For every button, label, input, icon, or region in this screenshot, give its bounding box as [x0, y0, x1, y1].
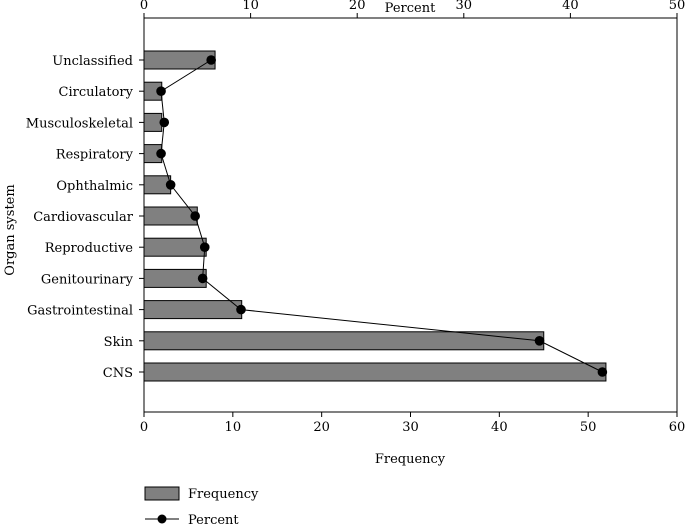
percent-point — [597, 367, 608, 377]
top-tick-label: 0 — [140, 0, 148, 13]
bottom-tick-label: 10 — [225, 420, 242, 435]
legend-percent-marker — [157, 514, 167, 524]
y-axis-title: Organ system — [3, 184, 18, 275]
category-axis: Unclassified Circulatory Musculoskeletal Re… — [26, 54, 144, 381]
bottom-tick-label: 50 — [580, 420, 597, 435]
category-label: Genitourinary — [41, 272, 134, 287]
percent-point — [156, 86, 166, 96]
frequency-bar — [143, 268, 207, 288]
frequency-bars — [143, 50, 607, 382]
bottom-tick-label: 40 — [491, 420, 508, 435]
category-label: Musculoskeletal — [26, 116, 133, 131]
frequency-bar — [143, 112, 163, 132]
legend: Frequency Percent — [144, 486, 259, 526]
category-label: Gastrointestinal — [27, 304, 133, 319]
percent-point — [190, 211, 200, 221]
bottom-tick-label: 60 — [669, 420, 685, 435]
percent-line — [156, 55, 608, 377]
frequency-bar — [143, 206, 198, 226]
top-axis: 0 10 20 30 40 50 — [140, 0, 685, 18]
category-label: Circulatory — [59, 85, 134, 100]
frequency-bar — [143, 237, 207, 257]
frequency-bar — [143, 362, 607, 382]
top-axis-title: Percent — [385, 1, 436, 16]
percent-point — [165, 180, 176, 190]
top-tick-label: 30 — [456, 0, 473, 13]
percent-point — [159, 117, 170, 128]
bottom-tick-label: 20 — [313, 420, 330, 435]
percent-point — [199, 242, 210, 252]
top-tick-label: 40 — [562, 0, 579, 13]
category-label: Cardiovascular — [33, 210, 134, 225]
frequency-bar — [143, 50, 216, 70]
category-label: Respiratory — [56, 148, 134, 163]
category-label: Unclassified — [52, 54, 133, 69]
percent-polyline — [160, 59, 603, 373]
top-tick-label: 20 — [349, 0, 366, 13]
frequency-bar — [143, 300, 243, 320]
bottom-tick-label: 0 — [140, 420, 148, 435]
legend-percent-label: Percent — [188, 513, 239, 526]
bottom-axis-title: Frequency — [375, 452, 446, 467]
percent-point — [534, 336, 545, 346]
legend-frequency-swatch — [144, 486, 180, 501]
percent-point — [156, 148, 166, 159]
top-tick-label: 10 — [242, 0, 259, 13]
percent-point — [206, 55, 216, 65]
percent-point — [236, 304, 246, 315]
category-label: Reproductive — [45, 241, 134, 256]
category-label: CNS — [103, 366, 133, 381]
plot-frame — [143, 17, 678, 413]
bottom-tick-label: 30 — [402, 420, 419, 435]
category-label: Ophthalmic — [56, 179, 133, 194]
top-tick-label: 50 — [669, 0, 685, 13]
bottom-axis: 0 10 20 30 40 50 60 — [140, 412, 685, 435]
legend-frequency-label: Frequency — [188, 487, 259, 502]
category-label: Skin — [104, 335, 134, 350]
percent-point — [197, 273, 208, 284]
